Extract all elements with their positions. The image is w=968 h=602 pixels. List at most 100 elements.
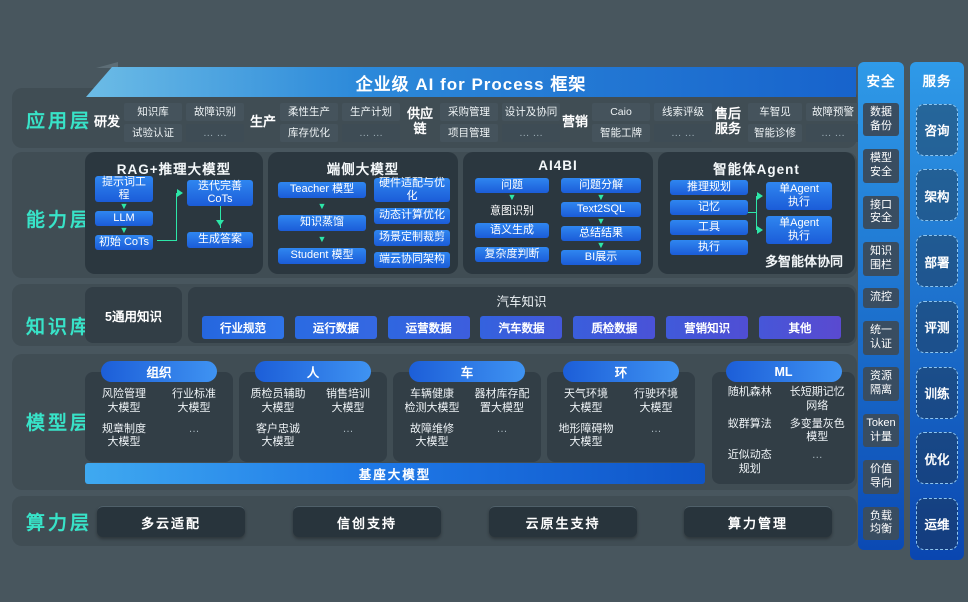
connector-line [157,193,177,241]
security-item: 数据备份 [863,102,899,137]
model-item: 客户忠诚 大模型 [256,422,300,449]
knowledge-pill: 其他 [758,316,841,339]
security-item: Token计量 [863,413,899,448]
flow-node: 初始 CoTs [95,235,153,250]
security-item: 知识围栏 [863,242,899,276]
rag-left-flow: 提示词工程 ▼ LLM ▼ 初始 CoTs [95,176,153,250]
model-item: 质检员辅助 大模型 [250,388,306,414]
model-cell-grid: 风险管理 大模型 行业标准 大模型 规章制度 大模型 … [85,372,233,450]
app-column: 设计及协同 … … [502,102,560,142]
knowledge-auto-title: 汽车知识 [496,295,547,309]
down-arrow-icon: ▼ [119,201,129,211]
model-item: 天气环境 大模型 [564,388,608,414]
app-item: 故障识别 [186,102,245,121]
connector-line [748,212,756,213]
model-group-header: 车 [409,361,525,382]
model-item: 多变量灰色 模型 [789,417,845,444]
flow-node: 问题 [475,178,549,193]
flow-node: Teacher 模型 [278,182,366,198]
flow-text: 意图识别 [490,204,534,217]
agent-exec-node: 单Agent 执行 [766,216,832,244]
app-item-more: … … [806,123,860,142]
layer-label-knowledge: 知识库 [26,317,93,338]
service-item: 运维 [916,497,958,550]
feature-item: 端云协同架构 [374,252,450,268]
security-item: 接口安全 [863,195,899,230]
service-item: 部署 [916,235,958,288]
app-group-label: 供应链 [406,106,433,136]
app-group-supply-chain: 供应链 采购管理 项目管理 设计及协同 … … [404,99,560,145]
model-item: 行业标准 大模型 [172,388,216,414]
app-column: 柔性生产 库存优化 [280,102,339,142]
down-arrow-icon: ▼ [596,240,606,250]
flow-node: Text2SQL [561,202,641,217]
model-cell-grid: 车辆健康 检测大模型 器材库存配 置大模型 故障维修 大模型 … [393,372,541,450]
arrow-right-icon [757,226,767,234]
app-item: 采购管理 [440,102,498,121]
service-item: 架构 [916,169,958,222]
down-arrow-icon: ▼ [119,225,129,235]
flow-node: Student 模型 [278,248,366,264]
service-item: 训练 [916,366,958,419]
model-group-organization: 组织 风险管理 大模型 行业标准 大模型 规章制度 大模型 … [85,361,233,462]
app-item: 车智见 [748,102,802,121]
banner-fold-decoration [96,62,118,68]
model-item: 长短期记忆 网络 [789,386,845,412]
down-arrow-icon: ▼ [507,192,517,202]
app-group-production: 生产 柔性生产 库存优化 生产计划 … … [250,99,401,145]
down-arrow-icon: ▼ [596,192,606,202]
service-item: 评测 [916,300,958,353]
flow-node: 生成答案 [187,232,253,248]
service-item: 优化 [916,432,958,485]
agent-module: 工具 [670,220,748,235]
agent-module: 执行 [670,240,748,255]
model-group-header: 组织 [101,361,217,382]
model-item-more: … [811,449,823,461]
model-item-more: … [650,422,662,435]
down-arrow-icon: ▼ [317,201,327,211]
model-group-vehicle: 车 车辆健康 检测大模型 器材库存配 置大模型 故障维修 大模型 … [393,361,541,462]
app-column: 知识库 试验认证 [124,102,183,142]
app-column: 线索评级 … … [654,102,713,142]
app-group-after-sales: 售后服务 车智见 智能诊修 故障预警 … … [712,99,860,145]
model-group-people: 人 质检员辅助 大模型 销售培训 大模型 客户忠诚 大模型 … [239,361,387,462]
knowledge-pill-row: 行业规范 运行数据 运营数据 汽车数据 质检数据 营销知识 其他 [188,310,855,339]
flow-node: BI展示 [561,250,641,265]
app-item: 库存优化 [280,123,339,142]
app-item: 项目管理 [440,123,498,142]
rag-right-flow: 迭代完善CoTs 生成答案 [187,180,253,248]
capability-box-agent: 智能体Agent 推理规划 记忆 工具 执行 单Agent 执行 单Agent … [658,152,855,274]
app-item: 线索评级 [654,102,713,121]
security-item: 资源隔离 [863,367,899,401]
flow-node: 知识蒸馏 [278,215,366,231]
arrow-right-icon [757,192,767,200]
compute-item-xinchuang: 信创支持 [293,506,441,537]
flow-node: 复杂度判断 [475,247,549,262]
app-item: Caio [592,102,651,121]
capability-box-rag: RAG+推理大模型 提示词工程 ▼ LLM ▼ 初始 CoTs 迭代完善CoTs… [85,152,263,274]
flow-node: 迭代完善CoTs [187,180,253,206]
flow-node: 问题分解 [561,178,641,193]
model-item: 规章制度 大模型 [102,422,146,449]
model-group-header: 环 [563,361,679,382]
security-column: 安全 数据备份 模型安全 接口安全 知识围栏 流控 统一认证 资源隔离 Toke… [858,62,904,550]
security-item: 价值导向 [863,460,899,494]
down-arrow-icon: ▼ [317,234,327,244]
knowledge-pill: 运营数据 [387,316,470,339]
layer-label-model: 模型层 [26,413,93,434]
app-item: 故障预警 [806,102,860,121]
app-group-label: 营销 [562,113,589,129]
app-item-more: … … [186,123,245,142]
app-item: 智能诊修 [748,123,802,142]
compute-item-management: 算力管理 [684,506,832,537]
model-item-more: … [342,422,354,435]
model-item: 销售培训 大模型 [326,388,370,414]
capability-box-title: 智能体Agent [713,162,800,177]
agent-exec-node: 单Agent 执行 [766,182,832,210]
banner-title: 企业级 AI for Process 框架 [355,74,587,94]
compute-item-multicloud: 多云适配 [97,506,245,537]
app-column: Caio 智能工牌 [592,102,651,142]
capability-box-edge-model: 端侧大模型 Teacher 模型 ▼ 知识蒸馏 ▼ Student 模型 硬件适… [268,152,458,274]
model-item: 风险管理 大模型 [102,388,146,414]
